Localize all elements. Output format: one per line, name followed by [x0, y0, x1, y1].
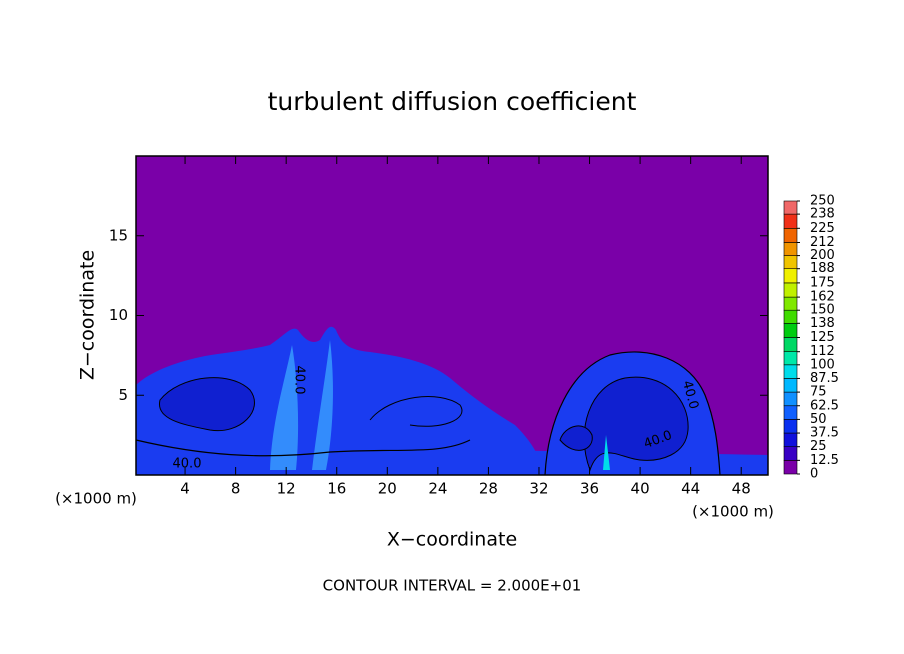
colorbar-segment — [783, 309, 798, 324]
y-tick-label: 5 — [118, 386, 128, 404]
colorbar-segment — [783, 228, 798, 243]
colorbar-label: 200 — [810, 248, 835, 263]
contour-line — [544, 351, 721, 476]
field-region — [583, 376, 689, 472]
x-tick-label: 28 — [479, 480, 498, 498]
field-streak — [270, 345, 299, 470]
x-tick-label: 4 — [180, 480, 190, 498]
x-tick-label: 20 — [378, 480, 397, 498]
colorbar-segment — [783, 255, 798, 270]
colorbar-label: 212 — [810, 235, 835, 250]
colorbar-label: 125 — [810, 330, 835, 345]
colorbar-segment — [783, 405, 798, 420]
x-tick-label: 24 — [428, 480, 447, 498]
contour-label: 40.0 — [173, 457, 202, 472]
x-tick-label: 16 — [327, 480, 346, 498]
colorbar-label: 75 — [810, 385, 827, 400]
colorbar-segment — [783, 351, 798, 366]
colorbar-segment — [783, 323, 798, 338]
x-tick-label: 36 — [580, 480, 599, 498]
colorbar-segment — [783, 378, 798, 393]
colorbar-label: 12.5 — [810, 453, 839, 468]
colorbar-segment — [783, 282, 798, 298]
y-tick-label: 15 — [109, 226, 128, 244]
colorbar-segment — [783, 446, 798, 461]
colorbar-label: 37.5 — [810, 426, 839, 441]
colorbar-segment — [783, 337, 798, 352]
colorbar-segment — [783, 242, 798, 256]
colorbar-segment — [783, 200, 798, 215]
colorbar-label: 62.5 — [810, 398, 839, 413]
colorbar-segment — [783, 419, 798, 434]
colorbar-label: 25 — [810, 439, 827, 454]
x-tick-label: 12 — [277, 480, 296, 498]
colorbar-label: 50 — [810, 412, 827, 427]
contour-line — [559, 425, 593, 451]
colorbar-label: 225 — [810, 221, 835, 236]
field-streak — [312, 340, 333, 470]
colorbar-label: 175 — [810, 275, 835, 290]
colorbar-label: 238 — [810, 207, 835, 222]
x-tick-label: 44 — [681, 480, 700, 498]
field-region — [159, 377, 255, 432]
contour-label: 40.0 — [679, 379, 701, 411]
field-region — [136, 326, 545, 475]
chart-title: turbulent diffusion coefficient — [268, 87, 637, 116]
colorbar-label: 138 — [810, 316, 835, 331]
annotation: CONTOUR INTERVAL = 2.000E+01 — [323, 577, 582, 595]
x-axis-label: X−coordinate — [387, 529, 517, 551]
x-unit-label: (×1000 m) — [55, 490, 137, 508]
colorbar-label: 100 — [810, 357, 835, 372]
y-axis-label: Z−coordinate — [77, 250, 99, 380]
contour-line — [369, 396, 463, 427]
x-tick-label: 40 — [631, 480, 650, 498]
x-unit-label: (×1000 m) — [692, 503, 774, 521]
colorbar-label: 150 — [810, 303, 835, 318]
colorbar-segment — [783, 268, 798, 284]
colorbar-segment — [783, 391, 798, 407]
x-tick-label: 8 — [231, 480, 241, 498]
colorbar-label: 112 — [810, 344, 835, 359]
x-tick-label: 32 — [529, 480, 548, 498]
field-streak — [603, 435, 610, 470]
colorbar-label: 162 — [810, 290, 835, 305]
colorbar-label: 0 — [810, 467, 818, 482]
field: 40.0 40.0 40.0 40.0 — [135, 155, 769, 476]
y-tick-label: 10 — [109, 306, 128, 324]
colorbar-segment — [783, 432, 798, 447]
colorbar-label: 188 — [810, 261, 835, 276]
x-tick-label: 48 — [732, 480, 751, 498]
colorbar-segment — [783, 364, 798, 379]
colorbar-label: 87.5 — [810, 371, 839, 386]
contour-line — [135, 439, 471, 457]
colorbar-segment — [783, 460, 798, 475]
colorbar-segment — [783, 296, 798, 311]
colorbar-label: 250 — [810, 194, 835, 209]
contour-label: 40.0 — [292, 366, 307, 395]
colorbar-segment — [783, 213, 798, 229]
